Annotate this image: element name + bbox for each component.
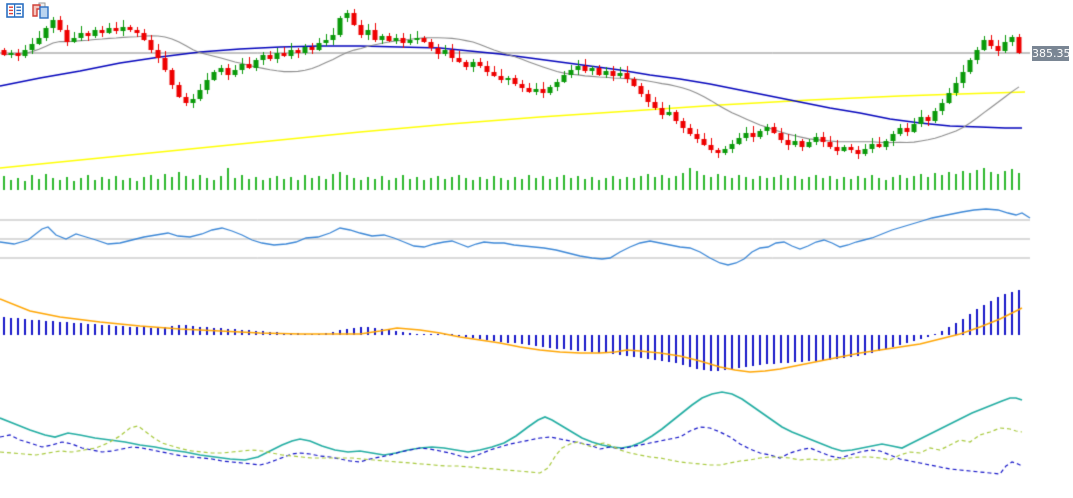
last-price-label: 385.35 (1032, 46, 1071, 61)
chart-mode-icon[interactable] (31, 2, 50, 20)
quote-list-icon[interactable] (6, 2, 25, 20)
chart-toolbar (6, 2, 50, 20)
